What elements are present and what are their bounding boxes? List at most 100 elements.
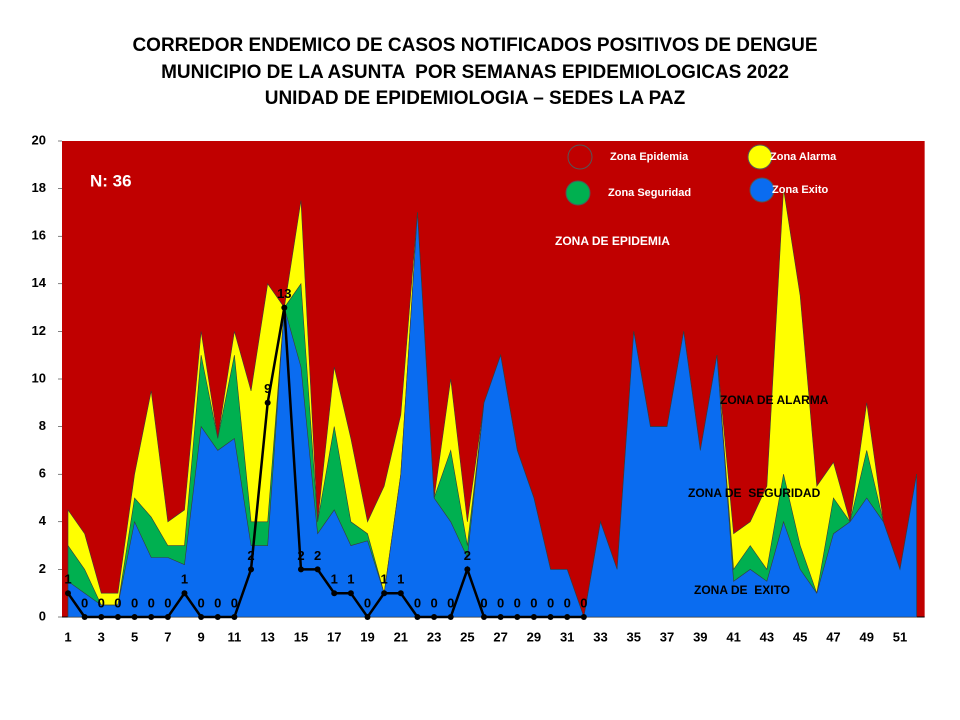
legend-marker <box>747 144 773 170</box>
legend-label: Zona Alarma <box>770 151 837 163</box>
annotation: ZONA DE ALARMA <box>720 393 829 407</box>
x-tick-label: 25 <box>460 629 474 644</box>
point <box>214 614 221 620</box>
point <box>464 566 471 573</box>
data-label: 0 <box>414 595 421 610</box>
point <box>397 590 404 597</box>
point <box>347 590 354 597</box>
data-label: 0 <box>580 595 587 610</box>
point <box>198 614 205 620</box>
point <box>431 614 438 620</box>
legend-marker <box>567 144 593 170</box>
y-tick-label: 14 <box>32 275 47 290</box>
x-tick-label: 19 <box>360 629 374 644</box>
x-tick-label: 15 <box>294 629 308 644</box>
point <box>114 614 121 620</box>
x-tick-label: 45 <box>793 629 807 644</box>
x-tick-label: 51 <box>893 629 907 644</box>
point <box>181 590 188 597</box>
x-tick-label: 31 <box>560 629 574 644</box>
x-tick-label: 35 <box>627 629 641 644</box>
x-tick-label: 13 <box>260 629 274 644</box>
x-tick-label: 9 <box>198 629 205 644</box>
x-tick-label: 23 <box>427 629 441 644</box>
point <box>564 614 571 620</box>
x-tick-label: 17 <box>327 629 341 644</box>
data-label: 0 <box>81 595 88 610</box>
chart-title: MUNICIPIO DE LA ASUNTA POR SEMANAS EPIDE… <box>161 62 789 83</box>
x-tick-label: 29 <box>527 629 541 644</box>
point <box>231 614 238 620</box>
data-label: 0 <box>114 595 121 610</box>
data-label: 0 <box>514 595 521 610</box>
y-tick-label: 2 <box>39 561 46 576</box>
data-label: 13 <box>277 286 291 301</box>
data-label: 0 <box>231 595 238 610</box>
point <box>364 614 371 620</box>
y-tick-label: 0 <box>39 608 46 623</box>
point <box>131 614 138 620</box>
annotation: ZONA DE EXITO <box>694 583 790 597</box>
data-label: 2 <box>464 548 471 563</box>
point <box>530 614 537 620</box>
legend-marker <box>565 180 591 206</box>
data-label: 0 <box>164 595 171 610</box>
data-label: 9 <box>264 381 271 396</box>
x-tick-label: 49 <box>859 629 873 644</box>
annotation: ZONA DE EPIDEMIA <box>555 234 670 248</box>
data-label: 0 <box>214 595 221 610</box>
data-label: 1 <box>331 572 338 587</box>
annotation: N: 36 <box>90 171 132 190</box>
point <box>514 614 521 620</box>
data-label: 0 <box>430 595 437 610</box>
chart-title: UNIDAD DE EPIDEMIOLOGIA – SEDES LA PAZ <box>265 88 686 109</box>
point <box>297 566 304 573</box>
data-label: 1 <box>397 572 404 587</box>
legend-label: Zona Seguridad <box>608 187 691 199</box>
data-label: 2 <box>297 548 304 563</box>
data-label: 0 <box>364 595 371 610</box>
x-tick-label: 27 <box>493 629 507 644</box>
point <box>81 614 88 620</box>
point <box>164 614 171 620</box>
legend-marker <box>749 177 775 203</box>
data-label: 0 <box>148 595 155 610</box>
chart-title: CORREDOR ENDEMICO DE CASOS NOTIFICADOS P… <box>132 35 817 56</box>
point <box>414 614 421 620</box>
legend-label: Zona Exito <box>772 184 829 196</box>
y-tick-label: 10 <box>32 370 46 385</box>
data-label: 0 <box>547 595 554 610</box>
x-tick-label: 39 <box>693 629 707 644</box>
y-tick-label: 18 <box>32 180 46 195</box>
x-tick-label: 37 <box>660 629 674 644</box>
y-tick-label: 12 <box>32 323 46 338</box>
x-tick-label: 43 <box>760 629 774 644</box>
data-label: 0 <box>497 595 504 610</box>
data-label: 1 <box>347 572 354 587</box>
point <box>248 566 255 573</box>
x-tick-label: 11 <box>228 629 242 644</box>
area <box>67 212 917 619</box>
point <box>381 590 388 597</box>
point <box>481 614 487 620</box>
annotation: ZONA DE SEGURIDAD <box>688 486 821 500</box>
x-tick-label: 47 <box>826 629 840 644</box>
y-tick-label: 4 <box>39 513 47 528</box>
data-label: 1 <box>381 572 388 587</box>
y-tick-label: 20 <box>32 132 46 147</box>
data-label: 0 <box>131 595 138 610</box>
point <box>281 304 288 311</box>
data-label: 0 <box>564 595 571 610</box>
point <box>65 590 71 597</box>
point <box>148 614 155 620</box>
point <box>547 614 554 620</box>
point <box>314 566 321 573</box>
x-tick-label: 21 <box>394 629 408 644</box>
point <box>331 590 338 597</box>
point <box>447 614 454 620</box>
data-label: 1 <box>181 572 188 587</box>
x-tick-label: 3 <box>98 629 105 644</box>
data-label: 0 <box>447 595 454 610</box>
x-tick-label: 33 <box>593 629 607 644</box>
y-tick-label: 6 <box>39 466 46 481</box>
